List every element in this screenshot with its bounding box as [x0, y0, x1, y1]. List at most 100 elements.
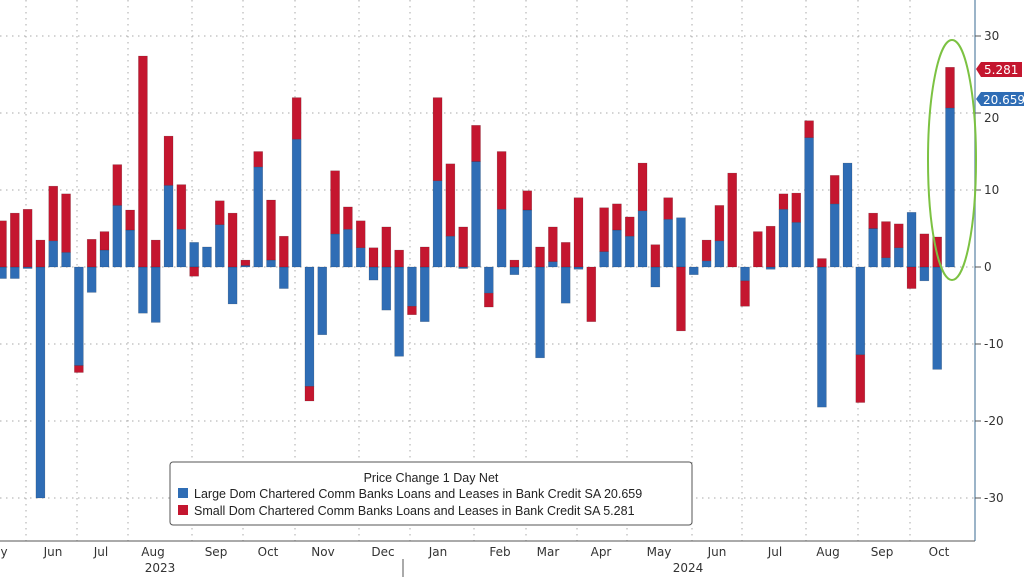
- bar-small: [612, 203, 622, 231]
- svg-text:20.659: 20.659: [983, 93, 1024, 107]
- bar-small: [112, 164, 123, 206]
- gridlines: [0, 0, 975, 541]
- bar-large: [215, 224, 225, 268]
- bar-small: [163, 135, 174, 186]
- bar-small: [48, 185, 58, 242]
- bar-large: [407, 266, 417, 307]
- bar-small: [420, 246, 430, 268]
- bar-small: [535, 246, 545, 268]
- bar-small: [86, 239, 97, 268]
- bar-large: [355, 247, 366, 268]
- bar-small: [753, 231, 763, 268]
- bar-small: [291, 97, 302, 140]
- bar-large: [394, 266, 404, 357]
- bar-small: [906, 266, 917, 289]
- bar-large: [86, 266, 97, 293]
- bar-large: [881, 257, 891, 268]
- bar-small: [945, 67, 955, 109]
- bar-small: [445, 163, 456, 237]
- bar-large: [61, 252, 71, 268]
- bar-large: [317, 266, 328, 336]
- bar-small: [407, 306, 417, 315]
- bar-large: [612, 229, 622, 268]
- bar-small: [22, 209, 33, 268]
- bar-small: [881, 221, 891, 259]
- bar-large: [945, 107, 955, 268]
- bar-large: [74, 266, 84, 366]
- bar-small: [676, 266, 686, 332]
- x-tick-label: Oct: [258, 545, 279, 559]
- legend: Price Change 1 Day Net Large Dom Charter…: [169, 461, 693, 526]
- x-tick-label: Oct: [929, 545, 950, 559]
- bar-large: [829, 203, 840, 268]
- bar-large: [791, 222, 802, 268]
- y-tick-label: 0: [984, 260, 992, 274]
- bar-small: [496, 151, 507, 210]
- bar-large: [765, 266, 776, 270]
- bar-large: [906, 212, 917, 268]
- bar-small: [381, 226, 392, 268]
- x-tick-label: Sep: [205, 545, 228, 559]
- bar-small: [509, 259, 520, 268]
- bar-small: [778, 193, 789, 210]
- x-tick-label: Nov: [311, 545, 334, 559]
- bar-small: [304, 386, 315, 402]
- bar-small: [740, 280, 750, 307]
- y-tick-label: 10: [984, 183, 999, 197]
- bar-large: [112, 205, 123, 268]
- bar-large: [535, 266, 545, 359]
- bar-large: [932, 266, 942, 370]
- bar-large: [163, 185, 174, 268]
- x-tick-label: Jan: [428, 545, 448, 559]
- bar-small: [471, 125, 481, 162]
- bar-large: [279, 266, 289, 289]
- bar-small: [650, 244, 661, 268]
- bar-large: [650, 266, 661, 288]
- bar-small: [432, 97, 443, 182]
- bar-small: [637, 162, 648, 212]
- bar-large: [125, 229, 135, 268]
- bar-large: [420, 266, 430, 322]
- x-tick-label: Aug: [141, 545, 164, 559]
- bar-small: [215, 200, 225, 225]
- bar-large: [35, 266, 46, 499]
- legend-label-large: Large Dom Chartered Comm Banks Loans and…: [194, 487, 642, 501]
- bar-small: [150, 239, 161, 268]
- bar-small: [701, 239, 712, 262]
- bar-small: [522, 190, 532, 211]
- bar-large: [343, 229, 353, 268]
- bar-small: [35, 239, 46, 268]
- bar-large: [548, 261, 558, 268]
- bar-small: [727, 172, 737, 268]
- bar-large: [842, 162, 853, 268]
- bar-large: [484, 266, 494, 294]
- bar-small: [714, 205, 725, 242]
- bar-small: [599, 207, 609, 252]
- bar-large: [0, 266, 7, 279]
- x-tick-label: Feb: [489, 545, 510, 559]
- bar-large: [291, 138, 302, 268]
- bar-large: [189, 242, 199, 268]
- bar-small: [624, 216, 635, 237]
- bar-small: [560, 242, 571, 268]
- legend-label-small: Small Dom Chartered Comm Banks Loans and…: [194, 504, 635, 518]
- legend-title: Price Change 1 Day Net: [364, 471, 499, 485]
- bar-small: [74, 365, 84, 373]
- x-axis-months: y Jun Jul Aug Sep Oct Nov Dec Jan Feb Mar Apr May Jun…: [0, 545, 949, 559]
- y-tick-label: 20: [984, 111, 999, 125]
- bar-small: [765, 225, 776, 268]
- bar-large: [150, 266, 161, 323]
- bar-small: [125, 209, 135, 231]
- bar-small: [240, 259, 251, 266]
- y-tick-label: -30: [984, 491, 1004, 505]
- x-tick-label: Jun: [43, 545, 63, 559]
- bar-large: [227, 266, 238, 305]
- bar-large: [868, 228, 878, 268]
- bar-large: [689, 266, 699, 275]
- x-tick-label: Dec: [371, 545, 394, 559]
- bar-small: [586, 266, 597, 322]
- bar-large: [663, 219, 673, 268]
- bar-small: [10, 212, 20, 268]
- x-tick-label: Mar: [537, 545, 560, 559]
